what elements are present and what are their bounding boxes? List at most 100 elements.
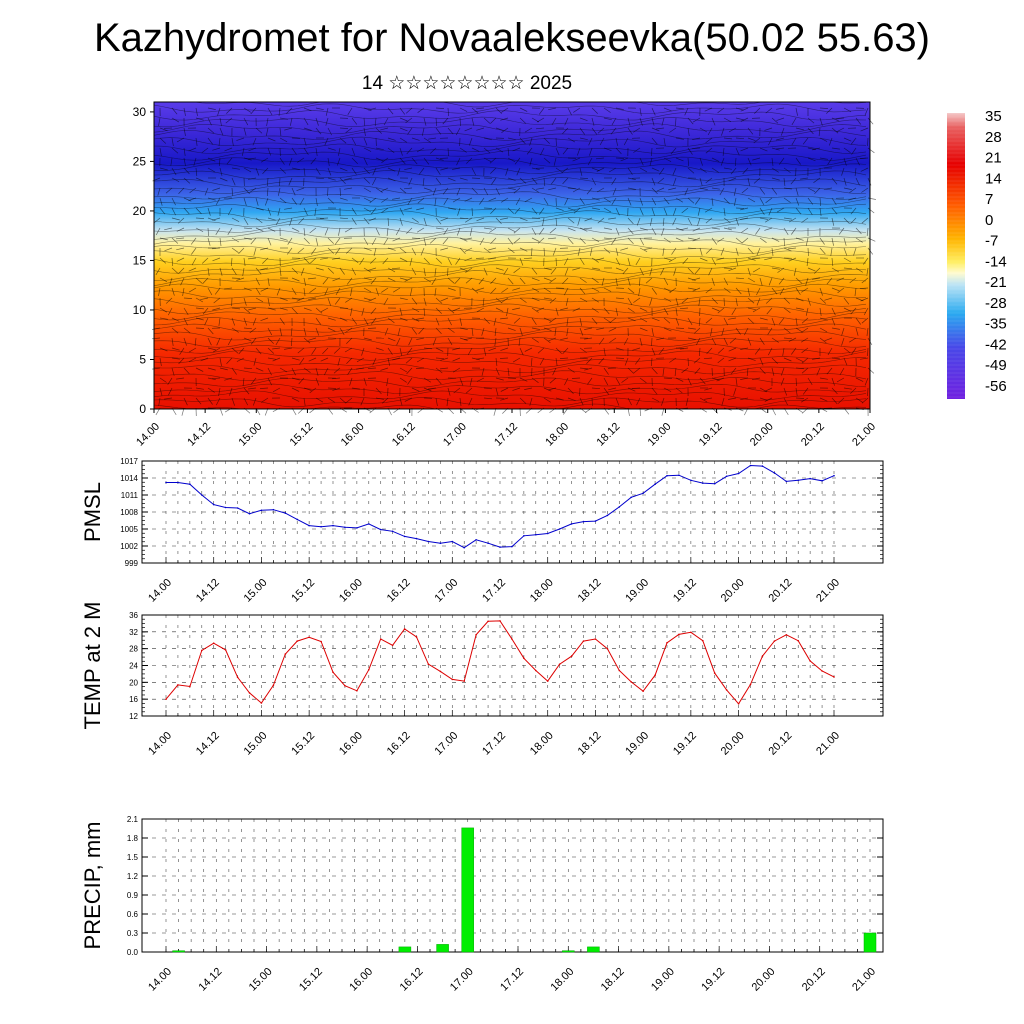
wind-barb — [236, 277, 245, 281]
wind-barb — [776, 107, 785, 110]
wind-barb — [591, 387, 601, 390]
wind-barb — [411, 297, 418, 305]
wind-barb — [168, 387, 173, 396]
wind-barb — [675, 137, 684, 140]
wind-barb — [195, 217, 205, 219]
wind-barb — [735, 207, 745, 209]
wind-barb — [405, 107, 413, 114]
wind-barb — [360, 397, 365, 406]
wind-barb — [627, 287, 635, 294]
wind-barb — [226, 157, 233, 165]
wind-barb — [275, 337, 281, 346]
wind-barb — [183, 317, 188, 326]
wind-barb — [513, 267, 521, 274]
wind-barb — [697, 207, 701, 216]
wind-barb — [387, 177, 396, 182]
wind-barb — [171, 207, 176, 216]
wind-barb — [500, 117, 509, 121]
wind-barb — [651, 177, 656, 186]
wind-barb — [272, 347, 281, 350]
wind-barb — [241, 147, 245, 156]
isotherm-line — [153, 363, 867, 375]
wind-barb — [627, 387, 636, 392]
wind-barb — [512, 307, 521, 310]
wind-barb — [303, 257, 310, 265]
wind-barb — [531, 267, 538, 275]
time-tick-label: 16.12 — [385, 577, 413, 605]
wind-barb — [459, 117, 461, 127]
pmsl-point — [558, 528, 561, 530]
wind-barb — [399, 257, 408, 262]
wind-barb — [549, 377, 557, 384]
wind-barb — [363, 237, 369, 246]
wind-barb — [404, 167, 413, 171]
pmsl-point — [403, 535, 406, 538]
wind-barb — [476, 287, 485, 291]
wind-barb — [841, 337, 845, 346]
temp-point — [177, 684, 179, 686]
wind-barb — [261, 397, 269, 403]
wind-barb — [735, 237, 743, 244]
wind-barb — [735, 297, 738, 306]
wind-barb — [447, 307, 455, 314]
wind-barb — [418, 327, 425, 335]
wind-barb — [564, 377, 569, 386]
wind-barb — [207, 197, 216, 201]
wind-barb — [303, 227, 306, 237]
wind-barb — [279, 367, 288, 373]
wind-barb — [768, 207, 773, 216]
pmsl-point — [332, 524, 334, 527]
time-tick-label: 17.00 — [441, 421, 469, 449]
wind-barb — [501, 287, 509, 293]
wind-barb — [699, 257, 708, 262]
isotherm-line — [153, 317, 867, 328]
isotherm-line — [153, 110, 867, 121]
wind-barb — [392, 357, 401, 361]
wind-barb — [255, 127, 263, 134]
wind-barb — [579, 167, 583, 176]
wind-barb — [603, 147, 612, 152]
wind-barb — [327, 187, 329, 197]
wind-barb — [860, 167, 869, 172]
wind-barb — [661, 397, 665, 406]
wind-barb — [752, 267, 761, 273]
temp-point — [379, 638, 382, 640]
wind-barb — [218, 387, 221, 396]
wind-barb — [250, 107, 257, 115]
temp-point — [212, 642, 215, 644]
wind-barb — [603, 247, 611, 254]
wind-barb — [795, 107, 798, 116]
wind-barb — [807, 157, 816, 162]
wind-barb — [813, 267, 821, 274]
wind-barb — [720, 157, 725, 166]
wind-barb — [586, 187, 593, 195]
wind-barb — [471, 177, 481, 179]
wind-barb — [723, 317, 729, 326]
wind-barb — [759, 237, 767, 243]
wind-barb — [529, 157, 533, 166]
wind-barb — [538, 107, 545, 115]
wind-barb — [383, 237, 389, 245]
wind-barb — [611, 117, 617, 126]
wind-barb — [260, 287, 269, 292]
time-tick-label: 15.00 — [236, 421, 264, 449]
isotherm-line — [153, 256, 867, 268]
wind-barb — [183, 397, 188, 406]
wind-barb — [747, 267, 751, 276]
wind-barb — [728, 317, 737, 320]
wind-barb — [719, 187, 725, 196]
wind-barb — [423, 117, 427, 126]
wind-barb — [843, 267, 853, 270]
wind-barb — [471, 187, 478, 195]
wind-barb — [194, 337, 197, 346]
wind-barb — [795, 237, 804, 241]
wind-barb — [819, 107, 829, 109]
wind-barb — [507, 227, 516, 233]
wind-barb — [524, 197, 533, 203]
wind-barb — [734, 157, 737, 167]
wind-barb — [332, 387, 341, 391]
wind-barb — [289, 217, 293, 226]
wind-barb — [303, 167, 306, 176]
chart-title: Kazhydromet for Novaalekseevka(50.02 55.… — [93, 16, 930, 60]
